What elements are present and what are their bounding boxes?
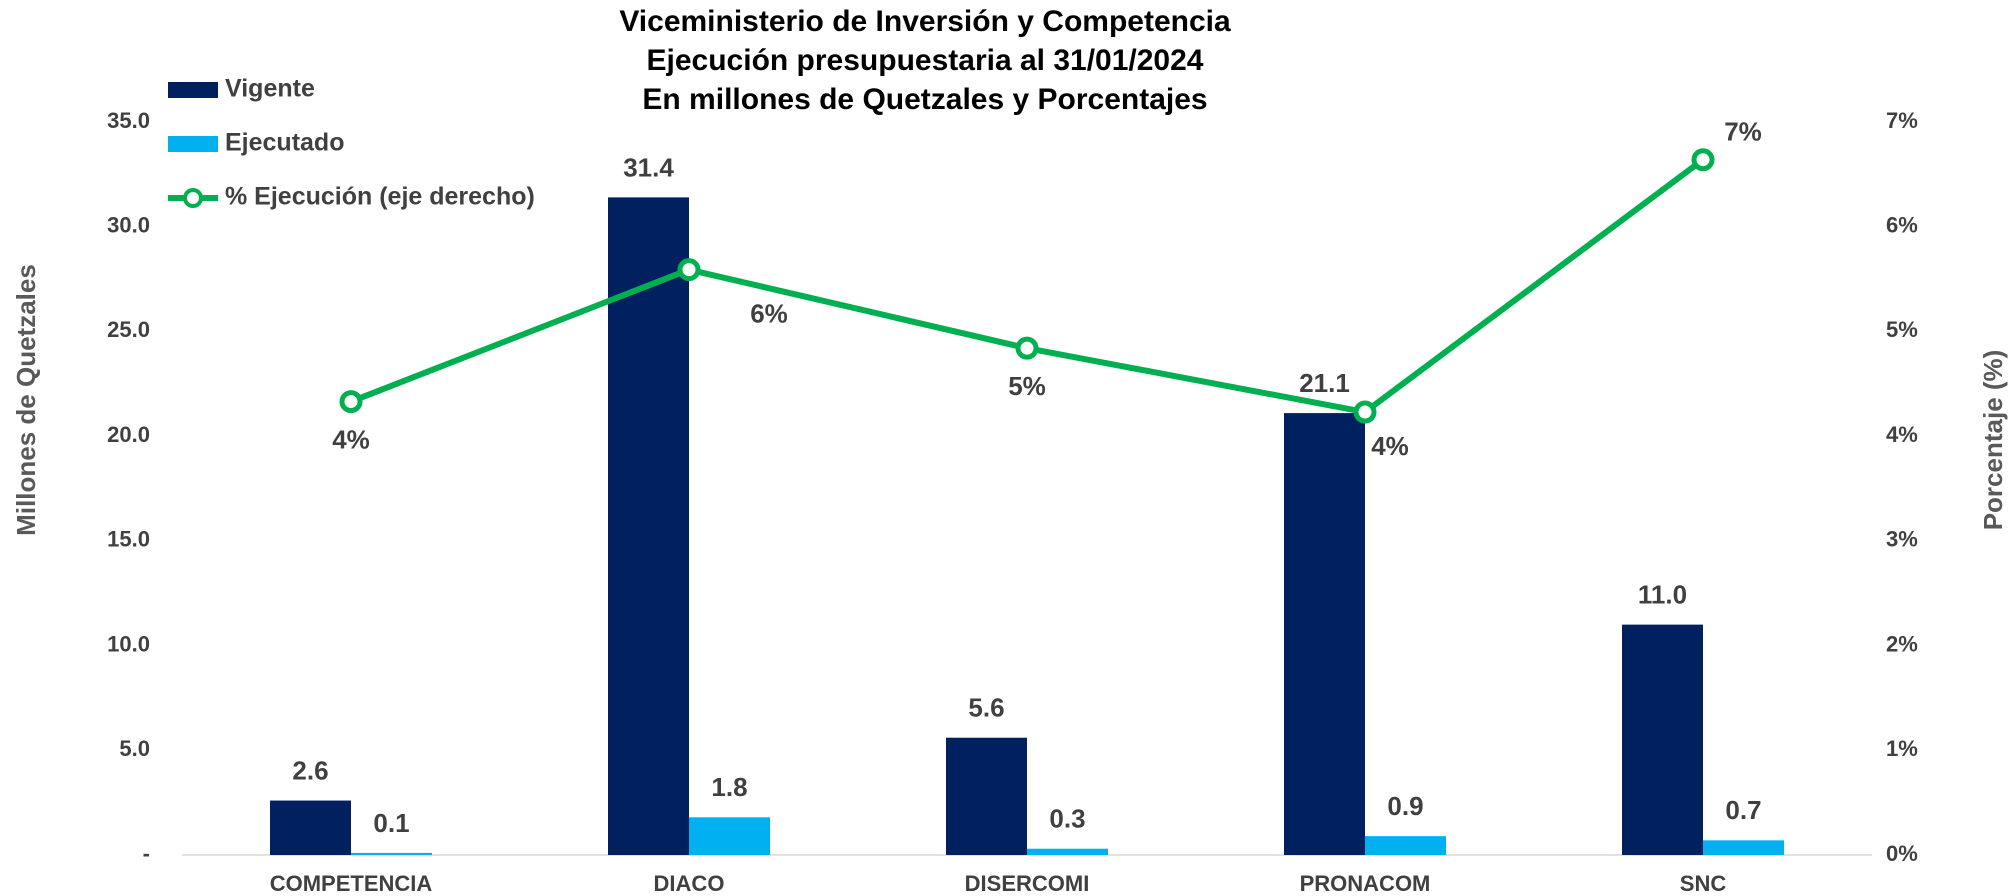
bar xyxy=(1622,624,1703,855)
legend-swatch xyxy=(168,82,218,98)
line-point xyxy=(1353,400,1377,424)
data-label: 0.3 xyxy=(1049,804,1085,834)
line-point xyxy=(1015,336,1039,360)
data-label: 0.9 xyxy=(1387,791,1423,821)
data-label: 5% xyxy=(1008,371,1046,401)
data-label: 1.8 xyxy=(711,772,747,802)
data-label: 7% xyxy=(1724,117,1762,147)
data-label: 0.7 xyxy=(1725,795,1761,825)
bar xyxy=(270,800,351,855)
y-tick-label: 5.0 xyxy=(119,736,150,761)
y2-tick-label: 2% xyxy=(1886,631,1918,656)
y2-tick-label: 4% xyxy=(1886,422,1918,447)
data-label: 21.1 xyxy=(1299,368,1350,398)
bar xyxy=(1284,413,1365,855)
y2-tick-label: 1% xyxy=(1886,736,1918,761)
y-tick-label: 30.0 xyxy=(107,213,150,238)
data-label: 6% xyxy=(750,299,788,329)
legend-label: Ejecutado xyxy=(225,129,344,157)
data-label: 4% xyxy=(1371,431,1409,461)
y-tick-label: 35.0 xyxy=(107,108,150,133)
data-label: 11.0 xyxy=(1638,580,1687,610)
legend-swatch xyxy=(183,188,203,208)
bar xyxy=(351,852,432,855)
bar xyxy=(689,817,770,855)
bar xyxy=(1703,840,1784,855)
chart-title: En millones de Quetzales y Porcentajes xyxy=(642,83,1207,116)
y2-axis-label: Porcentaje (%) xyxy=(1978,350,2008,531)
legend-swatch xyxy=(168,136,218,152)
bar xyxy=(1027,848,1108,855)
y-axis-label: Millones de Quetzales xyxy=(11,264,41,536)
y-tick-label: 10.0 xyxy=(107,631,150,656)
y2-tick-label: 5% xyxy=(1886,317,1918,342)
y2-tick-label: 0% xyxy=(1886,841,1918,866)
chart-title: Viceministerio de Inversión y Competenci… xyxy=(619,5,1231,38)
data-label: 4% xyxy=(332,424,370,454)
x-tick-label: COMPETENCIA xyxy=(270,871,433,896)
legend-label: % Ejecución (eje derecho) xyxy=(225,183,535,211)
x-tick-label: DIACO xyxy=(654,871,725,896)
data-label: 31.4 xyxy=(623,152,674,182)
y-tick-label: 15.0 xyxy=(107,527,150,552)
line-point xyxy=(1691,148,1715,172)
line-point xyxy=(677,258,701,282)
y-tick-label: 20.0 xyxy=(107,422,150,447)
y2-tick-label: 7% xyxy=(1886,108,1918,133)
x-tick-label: SNC xyxy=(1680,871,1727,896)
y-tick-label: 25.0 xyxy=(107,317,150,342)
chart-title: Ejecución presupuestaria al 31/01/2024 xyxy=(647,44,1204,77)
x-tick-label: DISERCOMI xyxy=(965,871,1090,896)
data-label: 0.1 xyxy=(373,808,409,838)
data-label: 5.6 xyxy=(968,693,1004,723)
y2-tick-label: 3% xyxy=(1886,527,1918,552)
line-point xyxy=(339,390,363,414)
bar xyxy=(946,737,1027,855)
legend-label: Vigente xyxy=(225,75,315,103)
data-label: 2.6 xyxy=(292,755,328,785)
y-tick-label: - xyxy=(143,841,150,866)
bar xyxy=(608,197,689,855)
x-tick-label: PRONACOM xyxy=(1300,871,1431,896)
y2-tick-label: 6% xyxy=(1886,213,1918,238)
bar xyxy=(1365,836,1446,855)
